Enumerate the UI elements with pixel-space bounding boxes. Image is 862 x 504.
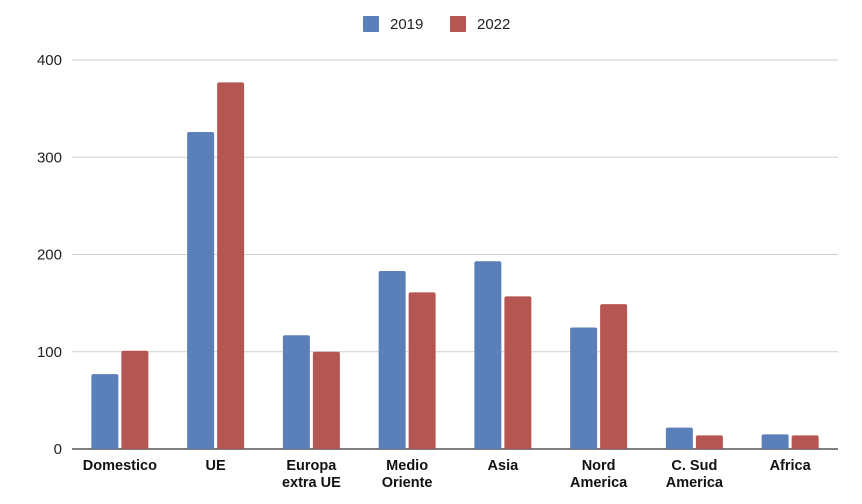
bar-2022-africa [791, 435, 819, 449]
bar-2022-ue [217, 82, 245, 450]
x-category-label: UE [206, 458, 226, 474]
bar-2022-c-sud-america [695, 435, 723, 449]
bar-2019-c-sud-america [665, 427, 693, 449]
bar-2022-europa-extra-ue [312, 351, 340, 449]
y-tick-label: 400 [37, 52, 62, 69]
grid-lines [72, 59, 838, 450]
bars [91, 82, 819, 450]
x-category-label-line: UE [206, 458, 226, 474]
x-category-label-line: Medio [386, 458, 428, 474]
legend-swatch-2022 [450, 16, 466, 32]
legend: 2019 2022 [363, 16, 510, 33]
y-tick-label: 300 [37, 149, 62, 166]
bar-2022-nord-america [600, 304, 628, 449]
x-category-label-line: Nord [582, 458, 616, 474]
x-category-label: C. Sud America [666, 458, 724, 491]
x-category-label-line: C. Sud [671, 458, 717, 474]
x-category-label: Asia [488, 458, 520, 474]
legend-label-2022: 2022 [477, 16, 510, 33]
x-category-label-line: Oriente [382, 475, 433, 491]
x-category-label: Domestico [83, 458, 157, 474]
legend-label-2019: 2019 [390, 16, 423, 33]
bar-2019-ue [187, 131, 215, 449]
y-axis-ticks: 0 100 200 300 400 [37, 52, 62, 458]
bar-2019-africa [761, 434, 789, 449]
x-category-label-line: Domestico [83, 458, 157, 474]
x-category-label: Medio Oriente [382, 458, 433, 491]
bar-2022-asia [504, 296, 532, 449]
bar-2019-medio-oriente [378, 271, 406, 449]
y-tick-label: 100 [37, 344, 62, 361]
y-tick-label: 200 [37, 247, 62, 264]
x-category-label-line: Africa [770, 458, 812, 474]
y-tick-label: 0 [54, 441, 62, 458]
x-category-label: Europa extra UE [282, 458, 341, 491]
bar-2019-domestico [91, 374, 119, 449]
bar-2019-europa-extra-ue [282, 335, 310, 449]
bar-2019-nord-america [570, 327, 598, 449]
x-category-label-line: Europa [286, 458, 337, 474]
x-category-label: Nord America [570, 458, 628, 491]
x-axis: Domestico UE Europa extra UE Medio Oriente Asi… [83, 458, 812, 491]
bar-2019-asia [474, 261, 502, 449]
x-category-label-line: America [570, 475, 628, 491]
x-category-label-line: extra UE [282, 475, 341, 491]
x-category-label: Africa [770, 458, 812, 474]
legend-swatch-2019 [363, 16, 379, 32]
x-category-label-line: America [666, 475, 724, 491]
bar-2022-medio-oriente [408, 292, 436, 449]
bar-2022-domestico [121, 350, 149, 449]
x-category-label-line: Asia [488, 458, 520, 474]
